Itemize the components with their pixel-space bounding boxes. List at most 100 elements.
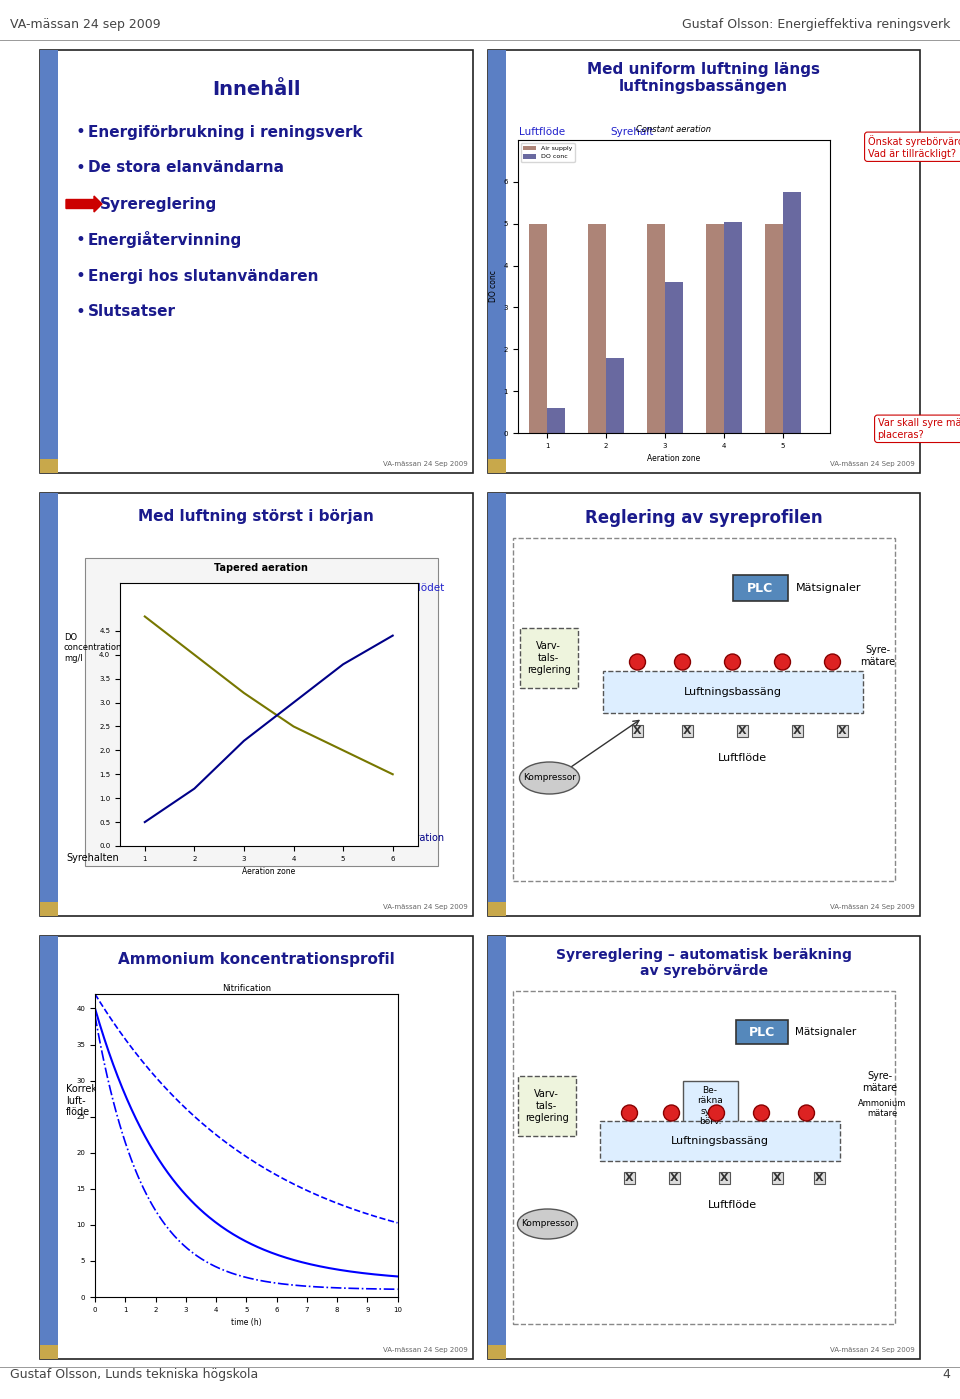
Text: Med luftning störst i början: Med luftning störst i början xyxy=(138,509,374,525)
Text: PLC: PLC xyxy=(747,582,773,595)
Bar xyxy=(40,50,58,473)
Text: Gustaf Olsson: Gustaf Olsson xyxy=(510,904,558,909)
Text: Syrereglering: Syrereglering xyxy=(100,196,217,211)
Text: Mätsignaler: Mätsignaler xyxy=(796,583,861,593)
Bar xyxy=(647,224,665,434)
Text: Luftflödet: Luftflödet xyxy=(395,583,444,593)
Bar xyxy=(488,50,920,473)
Circle shape xyxy=(675,653,690,670)
Bar xyxy=(782,192,801,434)
Text: PLC: PLC xyxy=(749,1025,775,1038)
Bar xyxy=(488,459,506,473)
Text: •: • xyxy=(76,123,85,141)
Text: VA-mässan 24 Sep 2009: VA-mässan 24 Sep 2009 xyxy=(383,1347,468,1353)
Text: Energiåtervinning: Energiåtervinning xyxy=(88,231,242,249)
Bar xyxy=(606,358,624,434)
Text: X: X xyxy=(720,1172,729,1184)
Circle shape xyxy=(630,653,645,670)
Bar xyxy=(735,1020,787,1044)
Bar xyxy=(665,283,683,434)
Text: Luftningsbassäng: Luftningsbassäng xyxy=(684,687,781,697)
Circle shape xyxy=(825,653,841,670)
Text: Mätsignaler: Mätsignaler xyxy=(796,1027,856,1037)
DO concentration xyxy=(288,694,300,711)
Bar xyxy=(529,224,547,434)
X-axis label: Aeration zone: Aeration zone xyxy=(242,867,296,876)
DO concentration xyxy=(238,733,250,750)
Bar xyxy=(40,459,58,473)
Text: DO
concentration
mg/l: DO concentration mg/l xyxy=(64,632,122,663)
Text: X: X xyxy=(684,726,692,736)
Text: Varv-
tals-
reglering: Varv- tals- reglering xyxy=(527,641,570,674)
Text: Kompressor: Kompressor xyxy=(523,774,576,782)
Text: Energi hos slutanvändaren: Energi hos slutanvändaren xyxy=(88,269,319,284)
Bar xyxy=(40,50,472,473)
Bar xyxy=(488,492,506,916)
Bar xyxy=(40,936,58,1358)
Text: X: X xyxy=(738,726,747,736)
Text: Gustaf Olsson: Gustaf Olsson xyxy=(62,462,110,467)
Text: •: • xyxy=(76,231,85,249)
Text: Gustaf Olsson, Lunds tekniska högskola: Gustaf Olsson, Lunds tekniska högskola xyxy=(10,1368,258,1381)
Bar xyxy=(513,539,895,881)
Text: Tapered aeration: Tapered aeration xyxy=(214,562,308,574)
Bar xyxy=(707,224,724,434)
Line: DO concentration: DO concentration xyxy=(145,635,393,823)
Text: Luftningsbassäng: Luftningsbassäng xyxy=(670,1136,769,1146)
Text: Luftflöde: Luftflöde xyxy=(717,753,767,762)
Text: X: X xyxy=(670,1172,679,1184)
Text: VA-mässan 24 Sep 2009: VA-mässan 24 Sep 2009 xyxy=(830,462,915,467)
Bar xyxy=(488,936,506,1358)
Text: Kompressor: Kompressor xyxy=(521,1220,574,1228)
Text: Korrekt
luft-
flöde: Korrekt luft- flöde xyxy=(66,1084,101,1118)
Bar xyxy=(724,222,741,434)
Bar xyxy=(488,902,506,916)
Text: Ammonium koncentrationsprofil: Ammonium koncentrationsprofil xyxy=(118,951,395,967)
Text: VA-mässan 24 Sep 2009: VA-mässan 24 Sep 2009 xyxy=(383,462,468,467)
Text: Syre-
mätare: Syre- mätare xyxy=(862,1072,898,1093)
Circle shape xyxy=(708,1105,725,1121)
Luftflödet xyxy=(139,609,151,625)
Text: De stora elanvändarna: De stora elanvändarna xyxy=(88,161,284,175)
Text: •: • xyxy=(76,267,85,285)
Bar xyxy=(40,492,58,916)
Text: Slutsatser: Slutsatser xyxy=(88,305,176,319)
Text: Gustaf Olsson: Gustaf Olsson xyxy=(62,1347,110,1353)
Legend: Air supply, DO conc: Air supply, DO conc xyxy=(520,143,574,162)
X-axis label: Aeration zone: Aeration zone xyxy=(647,455,701,463)
Text: X: X xyxy=(773,1172,781,1184)
Luftflödet xyxy=(288,718,300,734)
Text: X: X xyxy=(838,726,847,736)
Text: Ammonium
mätare: Ammonium mätare xyxy=(858,1098,906,1118)
Luftflödet xyxy=(387,765,398,782)
Bar xyxy=(40,936,472,1358)
DO concentration xyxy=(188,781,200,797)
Text: X: X xyxy=(793,726,802,736)
Circle shape xyxy=(775,653,790,670)
Text: Be-
räkna
syre
börv.: Be- räkna syre börv. xyxy=(697,1086,723,1126)
Text: Energiförbrukning i reningsverk: Energiförbrukning i reningsverk xyxy=(88,125,363,140)
Bar xyxy=(765,224,782,434)
Text: Gustaf Olsson: Gustaf Olsson xyxy=(510,462,558,467)
Luftflödet xyxy=(337,741,348,758)
Bar xyxy=(599,1121,839,1161)
Text: DO concentration: DO concentration xyxy=(358,832,444,844)
Circle shape xyxy=(799,1105,814,1121)
Bar xyxy=(603,672,862,713)
Circle shape xyxy=(663,1105,680,1121)
Text: Med uniform luftning längs
luftningsbassängen: Med uniform luftning längs luftningsbass… xyxy=(588,62,820,94)
Bar xyxy=(683,1081,737,1130)
Text: Reglering av syreprofilen: Reglering av syreprofilen xyxy=(585,509,823,527)
Text: •: • xyxy=(76,159,85,178)
Bar xyxy=(547,409,564,434)
Line: Luftflödet: Luftflödet xyxy=(145,617,393,774)
Text: 4: 4 xyxy=(942,1368,950,1381)
Bar xyxy=(513,990,895,1323)
Circle shape xyxy=(754,1105,770,1121)
Text: Innehåll: Innehåll xyxy=(212,80,300,99)
Text: X: X xyxy=(815,1172,824,1184)
Bar xyxy=(40,902,58,916)
Title: Constant aeration: Constant aeration xyxy=(636,125,711,134)
Bar xyxy=(488,1344,506,1358)
Text: VA-mässan 24 Sep 2009: VA-mässan 24 Sep 2009 xyxy=(830,1347,915,1353)
